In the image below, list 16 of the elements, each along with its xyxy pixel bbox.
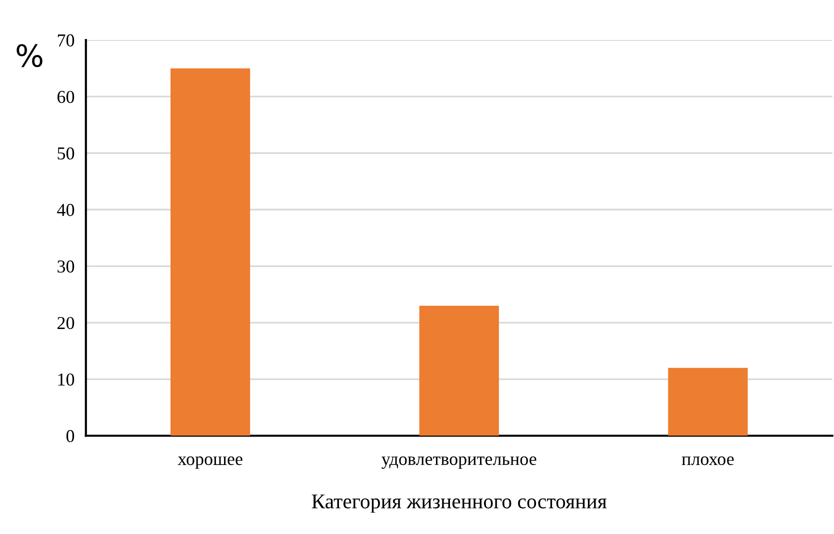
x-tick-label: плохое	[682, 456, 734, 466]
bar	[170, 68, 250, 436]
x-tick-label: хорошее	[178, 456, 242, 469]
y-tick-label: 70	[58, 34, 74, 46]
x-axis-title: Категория жизненного состояния	[312, 494, 607, 513]
bar	[419, 306, 499, 436]
y-tick-label: 50	[58, 147, 74, 160]
y-tick-label: 20	[58, 316, 74, 330]
y-tick-label: 60	[58, 90, 74, 104]
y-tick-label: 0	[66, 430, 74, 442]
y-axis-title: %	[16, 44, 42, 68]
x-tick-label: удовлетворительное	[382, 456, 536, 469]
y-tick-label: 40	[57, 204, 74, 216]
bar	[668, 368, 748, 436]
y-tick-label: 10	[58, 373, 74, 386]
y-tick-label: 30	[58, 260, 74, 273]
